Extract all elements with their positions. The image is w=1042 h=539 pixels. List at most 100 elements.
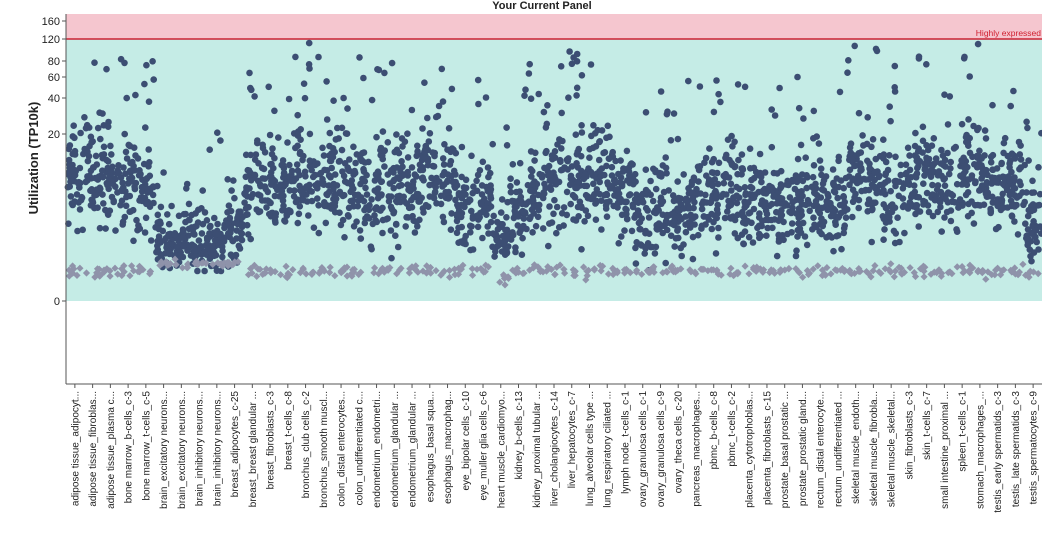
data-point-circle: [696, 163, 704, 170]
data-point-diamond: [919, 262, 927, 270]
data-point-circle: [685, 220, 693, 227]
data-point-circle: [440, 218, 448, 226]
data-point-circle: [268, 177, 276, 184]
data-point-circle: [478, 191, 486, 198]
data-point-circle: [394, 193, 401, 200]
data-point-circle: [108, 193, 116, 201]
data-point-diamond: [496, 278, 504, 286]
data-point-diamond: [887, 260, 895, 268]
data-point-circle: [411, 229, 419, 236]
data-point-circle: [970, 220, 978, 227]
data-point-circle: [182, 210, 189, 218]
data-point-circle: [393, 164, 401, 171]
data-point-diamond: [156, 261, 164, 269]
data-point-circle: [641, 250, 648, 257]
data-point-circle: [575, 145, 583, 153]
data-point-circle: [962, 191, 970, 199]
data-point-circle: [248, 86, 255, 94]
data-point-circle: [933, 158, 940, 166]
data-point-circle: [707, 199, 714, 207]
data-point-circle: [445, 188, 453, 196]
data-point-circle: [842, 214, 850, 221]
data-point-circle: [358, 157, 366, 164]
data-point-circle: [989, 101, 996, 109]
data-point-circle: [419, 125, 426, 132]
data-point-circle: [244, 166, 252, 174]
data-point-circle: [368, 96, 376, 104]
data-point-circle: [386, 180, 394, 187]
data-point-circle: [788, 229, 795, 236]
data-point-circle: [525, 198, 533, 205]
data-point-circle: [441, 141, 448, 148]
data-point-circle: [794, 233, 801, 240]
highly-expressed-region: [66, 14, 1042, 39]
x-tick-label: skin_t-cells_c-7: [922, 391, 933, 460]
data-point-circle: [745, 199, 752, 206]
data-point-diamond: [326, 263, 334, 271]
data-point-circle: [556, 156, 564, 164]
data-point-diamond: [961, 267, 969, 275]
data-point-diamond: [992, 266, 1000, 274]
data-point-diamond: [556, 261, 564, 269]
data-point-circle: [76, 206, 84, 213]
data-point-diamond: [604, 270, 613, 278]
data-point-circle: [235, 211, 242, 219]
data-point-diamond: [771, 269, 779, 277]
data-point-circle: [719, 190, 727, 198]
y-tick-label: 120: [42, 34, 60, 46]
data-point-diamond: [536, 267, 544, 276]
data-point-circle: [420, 209, 427, 216]
data-point-circle: [566, 48, 573, 55]
data-point-circle: [408, 204, 416, 211]
data-point-circle: [685, 190, 693, 197]
data-point-circle: [574, 178, 582, 186]
data-point-circle: [1021, 161, 1028, 169]
data-point-circle: [548, 219, 556, 226]
x-tick-label: adipose tissue_fibroblas...: [88, 391, 99, 507]
data-point-circle: [241, 199, 248, 206]
data-point-circle: [947, 207, 955, 214]
data-point-circle: [126, 192, 134, 200]
data-point-circle: [766, 202, 773, 210]
x-tick-label: lung_respiratory ciliated ...: [603, 391, 614, 508]
data-point-circle: [87, 202, 95, 209]
data-point-circle: [84, 177, 91, 184]
data-point-circle: [815, 207, 822, 215]
data-point-circle: [192, 210, 199, 217]
data-point-circle: [671, 217, 678, 224]
data-point-circle: [296, 182, 303, 190]
data-point-circle: [122, 202, 130, 210]
data-point-circle: [795, 205, 803, 212]
x-tick-label: endometrium_glandular ...: [390, 391, 401, 507]
data-point-circle: [479, 234, 486, 242]
data-point-circle: [280, 169, 288, 177]
data-point-circle: [615, 240, 622, 247]
data-point-circle: [547, 177, 555, 184]
data-point-circle: [608, 172, 616, 179]
data-point-circle: [717, 98, 724, 106]
data-point-circle: [314, 195, 321, 202]
data-point-circle: [758, 178, 765, 186]
data-point-circle: [509, 161, 517, 168]
data-point-circle: [550, 210, 557, 218]
data-point-circle: [835, 157, 842, 165]
data-point-circle: [598, 127, 606, 134]
data-point-circle: [1023, 189, 1030, 196]
data-point-diamond: [411, 265, 419, 274]
data-point-circle: [573, 84, 581, 92]
data-point-circle: [300, 80, 308, 87]
data-point-circle: [868, 173, 875, 181]
data-point-circle: [819, 222, 827, 230]
x-tick-label: adipose tissue_plasma c...: [106, 391, 117, 509]
data-point-diamond: [920, 267, 928, 275]
data-point-diamond: [424, 268, 432, 276]
data-point-circle: [94, 124, 102, 132]
data-point-diamond: [659, 269, 667, 277]
data-point-diamond: [714, 270, 722, 278]
data-point-circle: [674, 225, 682, 232]
data-point-circle: [591, 191, 598, 198]
data-point-circle: [66, 142, 74, 149]
data-point-circle: [266, 131, 274, 139]
data-point-circle: [453, 182, 461, 189]
data-point-circle: [670, 197, 678, 205]
